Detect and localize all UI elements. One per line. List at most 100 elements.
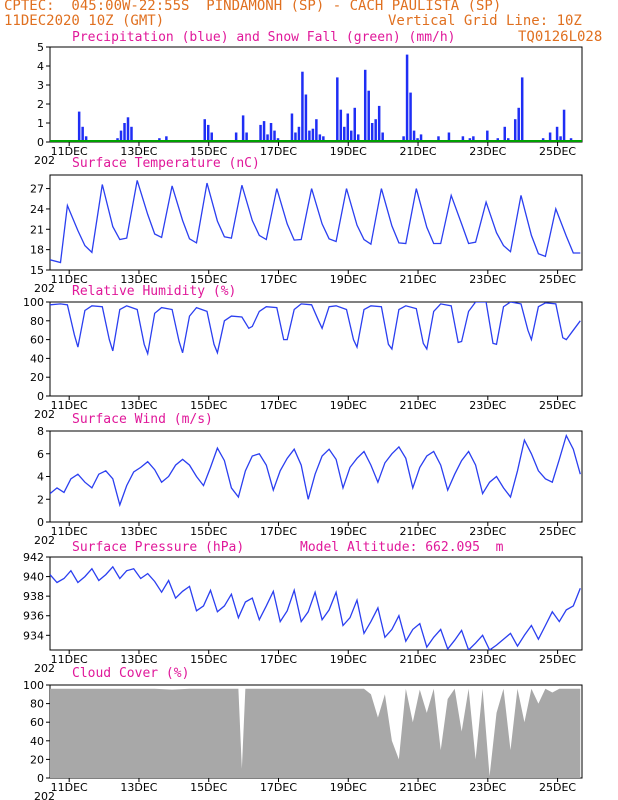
precip-bar [437, 136, 440, 142]
precip-bar [308, 130, 311, 142]
precip-bar [412, 130, 416, 142]
temp-title: Surface Temperature (nC) [72, 156, 260, 171]
wind-title: Surface Wind (m/s) [72, 412, 213, 427]
precip-bar [259, 124, 262, 142]
precip-bar [517, 107, 520, 142]
precip-bar [555, 126, 559, 142]
precip-bar [548, 132, 552, 142]
precip-xtick-label: 11DEC [51, 145, 88, 158]
pressure-year-fragment: 202 [34, 662, 55, 675]
wind-xtick-label: 13DEC [120, 525, 157, 538]
temp-xtick-label: 11DEC [51, 273, 88, 286]
rh-ytick-label: 60 [30, 334, 44, 347]
precip-bar [304, 94, 308, 142]
precip-bar [370, 123, 374, 142]
temp-xtick-label: 23DEC [469, 273, 506, 286]
cloud-ytick-label: 80 [30, 698, 44, 711]
temp-frame [49, 174, 583, 271]
header-line-1: CPTEC: 045:00W-22:55S PINDAMONH (SP) - C… [4, 0, 502, 14]
pressure-xtick-label: 13DEC [120, 653, 157, 666]
precip-bar [311, 128, 315, 142]
precip-ytick-label: 3 [37, 79, 44, 92]
precip-bar [447, 132, 451, 142]
cloud-cover-area [50, 688, 581, 778]
precip-bar [262, 121, 266, 142]
pressure-ytick-label: 938 [23, 590, 44, 603]
precip-bar [81, 126, 84, 142]
precip-xtick-label: 25DEC [539, 145, 576, 158]
cloud-xtick-label: 19DEC [330, 781, 367, 794]
rh-xtick-label: 25DEC [539, 399, 576, 412]
precip-bar [318, 134, 322, 142]
precip-bar [315, 119, 318, 142]
precip-year-fragment: 202 [34, 154, 55, 167]
precip-bar [245, 132, 248, 142]
precip-bar [273, 130, 276, 142]
wind-ytick-label: 2 [37, 493, 44, 506]
pressure-altitude-note: Model Altitude: 662.095 m [300, 540, 504, 555]
precip-bar [356, 134, 360, 142]
wind-xtick-label: 21DEC [399, 525, 436, 538]
rh-series-line [50, 302, 581, 357]
precip-xtick-label: 13DEC [120, 145, 157, 158]
precip-bar [130, 126, 133, 142]
rh-title: Relative Humidity (%) [72, 284, 237, 299]
rh-xtick-label: 15DEC [190, 399, 227, 412]
precip-xtick-label: 15DEC [190, 145, 227, 158]
pressure-xtick-label: 17DEC [260, 653, 297, 666]
temp-ytick-label: 15 [30, 264, 44, 277]
cloud-xtick-label: 13DEC [120, 781, 157, 794]
pressure-title: Surface Pressure (hPa) [72, 540, 245, 555]
pressure-xtick-label: 19DEC [330, 653, 367, 666]
cloud-xtick-label: 15DEC [190, 781, 227, 794]
precip-bar [472, 136, 475, 142]
precip-bar [402, 136, 405, 142]
rh-xtick-label: 23DEC [469, 399, 506, 412]
temp-xtick-label: 15DEC [190, 273, 227, 286]
cloud-ytick-label: 40 [30, 735, 44, 748]
header-date: 11DEC2020 10Z (GMT) [4, 13, 165, 29]
precip-bar [77, 111, 81, 142]
cloud-xtick-label: 17DEC [260, 781, 297, 794]
precip-ytick-label: 0 [37, 136, 44, 149]
precip-bar [562, 109, 566, 142]
wind-ytick-label: 4 [37, 471, 44, 484]
temp-year-fragment: 202 [34, 282, 55, 295]
wind-series-line [50, 433, 581, 508]
precip-xtick-label: 19DEC [330, 145, 367, 158]
rh-year-fragment: 202 [34, 408, 55, 421]
precip-bar [84, 136, 88, 142]
cloud-ytick-label: 60 [30, 716, 44, 729]
rh-ytick-label: 100 [23, 296, 44, 309]
precip-ytick-label: 2 [37, 98, 44, 111]
temp-xtick-label: 25DEC [539, 273, 576, 286]
precip-bar [374, 119, 377, 142]
wind-xtick-label: 19DEC [330, 525, 367, 538]
pressure-xtick-label: 11DEC [51, 653, 88, 666]
cloud-title: Cloud Cover (%) [72, 666, 190, 681]
cloud-xtick-label: 11DEC [51, 781, 88, 794]
header-model-id: TQ0126L028 [518, 29, 603, 45]
precip-bar [353, 107, 357, 142]
header-grid-note: Vertical Grid Line: 10Z [388, 13, 582, 29]
precip-bar [513, 119, 517, 142]
precip-xtick-label: 21DEC [399, 145, 436, 158]
precip-bar [269, 123, 273, 142]
rh-xtick-label: 17DEC [260, 399, 297, 412]
precip-bar [343, 126, 346, 142]
precip-bar [234, 132, 238, 142]
temp-ytick-label: 18 [30, 244, 44, 257]
precip-xtick-label: 17DEC [260, 145, 297, 158]
precip-bar [297, 126, 301, 142]
precip-bar [336, 77, 339, 142]
precip-bar [486, 130, 489, 142]
cloud-ytick-label: 20 [30, 753, 44, 766]
precip-ytick-label: 4 [37, 60, 44, 73]
temp-series-line [50, 180, 581, 264]
temp-ytick-label: 24 [30, 203, 44, 216]
rh-xtick-label: 13DEC [120, 399, 157, 412]
precip-bar [363, 69, 367, 142]
precip-ytick-label: 1 [37, 117, 44, 130]
pressure-xtick-label: 23DEC [469, 653, 506, 666]
